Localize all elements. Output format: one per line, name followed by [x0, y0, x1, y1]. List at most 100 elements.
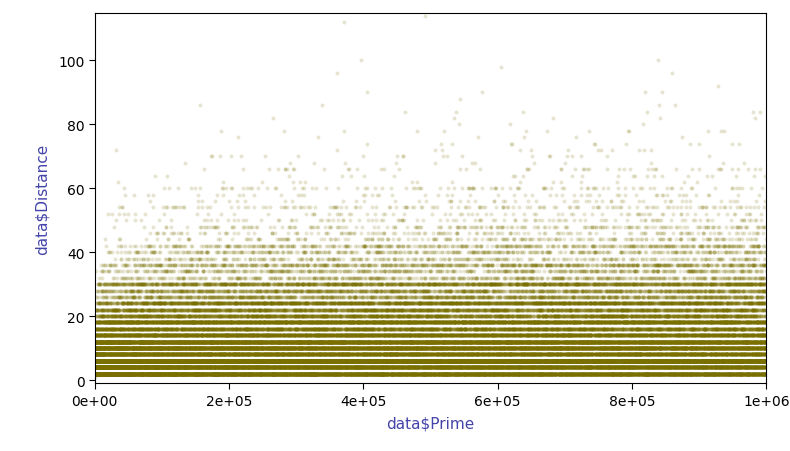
Point	[737, 345, 750, 352]
Point	[498, 358, 510, 365]
Point	[735, 358, 747, 365]
Point	[668, 338, 680, 345]
Point	[754, 338, 766, 345]
Point	[423, 351, 436, 358]
Point	[565, 294, 577, 301]
Point	[245, 345, 258, 352]
Point	[171, 358, 183, 365]
Point	[100, 345, 113, 352]
Point	[274, 364, 287, 371]
Point	[407, 345, 419, 352]
Point	[182, 364, 194, 371]
Point	[663, 370, 675, 377]
Point	[204, 313, 216, 320]
Point	[145, 345, 158, 352]
Point	[470, 332, 483, 339]
Point	[651, 281, 664, 288]
Point	[540, 370, 553, 377]
Point	[688, 370, 701, 377]
Point	[351, 358, 363, 365]
Point	[745, 364, 758, 371]
Point	[587, 358, 600, 365]
Point	[357, 364, 370, 371]
Point	[542, 294, 555, 301]
Point	[610, 294, 623, 301]
Point	[152, 370, 164, 377]
Point	[235, 338, 247, 345]
Point	[759, 358, 772, 365]
Point	[468, 358, 480, 365]
Point	[171, 345, 183, 352]
Point	[615, 351, 628, 358]
Point	[323, 370, 336, 377]
Point	[92, 358, 104, 365]
Point	[412, 262, 424, 269]
Point	[649, 358, 661, 365]
Point	[98, 326, 111, 333]
Point	[404, 364, 417, 371]
Point	[625, 262, 638, 269]
Point	[500, 358, 513, 365]
Point	[515, 351, 528, 358]
Point	[624, 313, 637, 320]
Point	[217, 351, 230, 358]
Point	[258, 332, 270, 339]
Point	[220, 326, 233, 333]
Point	[446, 370, 459, 377]
Point	[329, 370, 341, 377]
Point	[387, 364, 400, 371]
Point	[288, 364, 301, 371]
Point	[177, 370, 190, 377]
Point	[653, 364, 666, 371]
Point	[386, 351, 398, 358]
Point	[333, 351, 346, 358]
Point	[513, 345, 525, 352]
Point	[239, 338, 252, 345]
Point	[649, 306, 662, 313]
Point	[420, 358, 433, 365]
Point	[161, 332, 174, 339]
Point	[675, 370, 687, 377]
Point	[149, 332, 162, 339]
Point	[677, 358, 690, 365]
Point	[480, 370, 492, 377]
Point	[125, 332, 137, 339]
Point	[139, 338, 152, 345]
Point	[709, 364, 722, 371]
Point	[393, 345, 405, 352]
Point	[747, 287, 760, 295]
Point	[346, 281, 359, 288]
Point	[584, 306, 596, 313]
Point	[704, 358, 717, 365]
Point	[543, 306, 555, 313]
Point	[743, 358, 756, 365]
Point	[500, 338, 513, 345]
Point	[446, 370, 459, 377]
Point	[181, 364, 194, 371]
Point	[574, 358, 587, 365]
Point	[135, 306, 148, 313]
Point	[616, 262, 629, 269]
Point	[295, 332, 308, 339]
Point	[270, 338, 283, 345]
Point	[350, 351, 363, 358]
Point	[156, 313, 168, 320]
Point	[669, 364, 682, 371]
Point	[114, 326, 126, 333]
Point	[703, 332, 716, 339]
Point	[536, 364, 548, 371]
Point	[114, 358, 126, 365]
Point	[218, 358, 231, 365]
Point	[538, 345, 551, 352]
Point	[183, 345, 196, 352]
Point	[340, 364, 352, 371]
Point	[363, 358, 375, 365]
Point	[268, 294, 280, 301]
Point	[718, 332, 731, 339]
Point	[344, 345, 356, 352]
Point	[88, 364, 101, 371]
Point	[671, 345, 683, 352]
Point	[730, 338, 743, 345]
Point	[91, 364, 103, 371]
Point	[582, 338, 595, 345]
